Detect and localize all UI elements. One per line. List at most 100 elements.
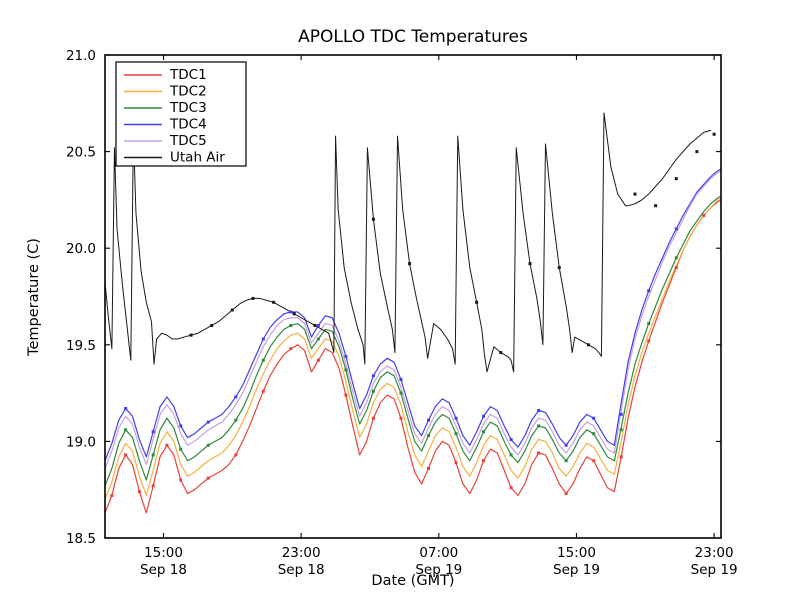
- data-point-marker: [408, 262, 412, 266]
- data-point-marker: [151, 484, 155, 488]
- x-tick-label-time: 23:00: [695, 545, 734, 561]
- data-point-marker: [151, 430, 155, 434]
- data-point-marker: [647, 289, 651, 293]
- data-point-marker: [371, 389, 375, 393]
- data-point-marker: [557, 266, 561, 270]
- data-point-marker: [316, 323, 320, 327]
- legend-label-tdc2[interactable]: TDC2: [169, 84, 207, 100]
- data-point-marker: [619, 455, 623, 459]
- data-point-marker: [124, 428, 128, 432]
- data-point-marker: [251, 296, 255, 300]
- data-point-marker: [313, 323, 317, 327]
- data-point-marker: [647, 339, 651, 343]
- data-point-marker: [499, 351, 503, 355]
- y-tick-label: 19.0: [66, 434, 96, 450]
- data-point-marker: [537, 408, 541, 412]
- data-point-marker: [289, 347, 293, 351]
- x-tick-label-date: Sep 19: [553, 562, 600, 578]
- x-tick-label-date: Sep 19: [691, 562, 738, 578]
- data-point-marker: [674, 227, 678, 231]
- data-point-marker: [674, 256, 678, 260]
- data-point-marker: [110, 494, 114, 497]
- legend-label-tdc1[interactable]: TDC1: [169, 67, 207, 83]
- data-point-marker: [234, 395, 238, 399]
- data-point-marker: [619, 428, 623, 432]
- data-point-marker: [592, 459, 596, 463]
- y-tick-label: 20.5: [66, 145, 96, 161]
- y-axis-ticks: 18.5 19.0 19.5 20.0 20.5 21.0: [66, 48, 721, 547]
- data-point-marker: [124, 407, 128, 411]
- data-point-marker: [674, 266, 678, 270]
- data-point-marker: [695, 150, 699, 154]
- data-point-marker: [234, 418, 238, 422]
- data-point-marker: [702, 213, 706, 217]
- legend-label-tdc5[interactable]: TDC5: [169, 133, 207, 149]
- data-point-marker: [587, 343, 591, 347]
- series-line-tdc2: [104, 197, 722, 500]
- data-point-marker: [189, 333, 193, 337]
- y-tick-label: 21.0: [66, 48, 96, 64]
- legend-label-utah-air[interactable]: Utah Air: [170, 150, 225, 166]
- data-point-marker: [179, 424, 183, 428]
- data-point-marker: [454, 432, 458, 436]
- data-point-marker: [371, 374, 375, 378]
- data-point-marker: [261, 337, 265, 341]
- data-point-marker: [564, 443, 568, 447]
- x-tick-label-date: Sep 18: [278, 562, 325, 578]
- data-point-marker: [371, 416, 375, 420]
- data-point-marker: [344, 368, 348, 372]
- data-point-marker: [179, 478, 183, 482]
- data-point-marker: [230, 308, 234, 312]
- data-point-marker: [289, 310, 293, 314]
- x-tick-label-time: 15:00: [557, 545, 596, 561]
- data-point-marker: [619, 412, 623, 416]
- data-point-marker: [206, 476, 210, 480]
- data-point-marker: [206, 443, 210, 447]
- x-tick-label-date: Sep 19: [415, 562, 462, 578]
- data-point-marker: [564, 459, 568, 463]
- x-tick-label-time: 23:00: [282, 545, 321, 561]
- data-point-marker: [272, 300, 276, 304]
- data-point-marker: [261, 358, 265, 362]
- legend-frame: [115, 61, 247, 167]
- data-point-marker: [647, 322, 651, 326]
- data-point-marker: [426, 466, 430, 470]
- data-point-marker: [399, 378, 403, 382]
- x-tick-label-time: 07:00: [419, 545, 458, 561]
- legend-label-tdc4[interactable]: TDC4: [169, 117, 207, 133]
- data-point-marker: [137, 490, 141, 494]
- data-point-marker: [344, 354, 348, 358]
- data-point-marker: [592, 432, 596, 436]
- data-point-marker: [292, 312, 296, 316]
- data-point-marker: [399, 416, 403, 420]
- data-point-marker: [454, 416, 458, 420]
- data-point-marker: [509, 486, 513, 490]
- y-axis-label: Temperature (C): [26, 238, 42, 357]
- axes-frame: [104, 54, 722, 539]
- data-point-marker: [399, 391, 403, 395]
- data-point-marker: [289, 323, 293, 327]
- marker-layer: [110, 132, 716, 497]
- legend-label-tdc3[interactable]: TDC3: [169, 100, 207, 116]
- data-point-marker: [210, 323, 214, 327]
- x-tick-label-time: 15:00: [144, 545, 183, 561]
- data-point-marker: [592, 416, 596, 420]
- data-point-marker: [537, 451, 541, 455]
- y-tick-label: 20.0: [66, 241, 96, 257]
- data-point-marker: [475, 300, 479, 304]
- y-tick-label: 18.5: [66, 531, 96, 547]
- data-point-marker: [316, 337, 320, 341]
- data-point-marker: [151, 453, 155, 457]
- data-point-marker: [528, 262, 532, 266]
- data-point-marker: [426, 418, 430, 422]
- data-point-marker: [344, 393, 348, 397]
- y-tick-label: 19.5: [66, 338, 96, 354]
- data-point-marker: [633, 192, 637, 196]
- data-point-marker: [674, 177, 678, 181]
- data-point-marker: [564, 492, 568, 496]
- x-axis-label: Date (GMT): [371, 573, 454, 589]
- data-point-marker: [482, 414, 486, 418]
- data-point-marker: [654, 204, 658, 208]
